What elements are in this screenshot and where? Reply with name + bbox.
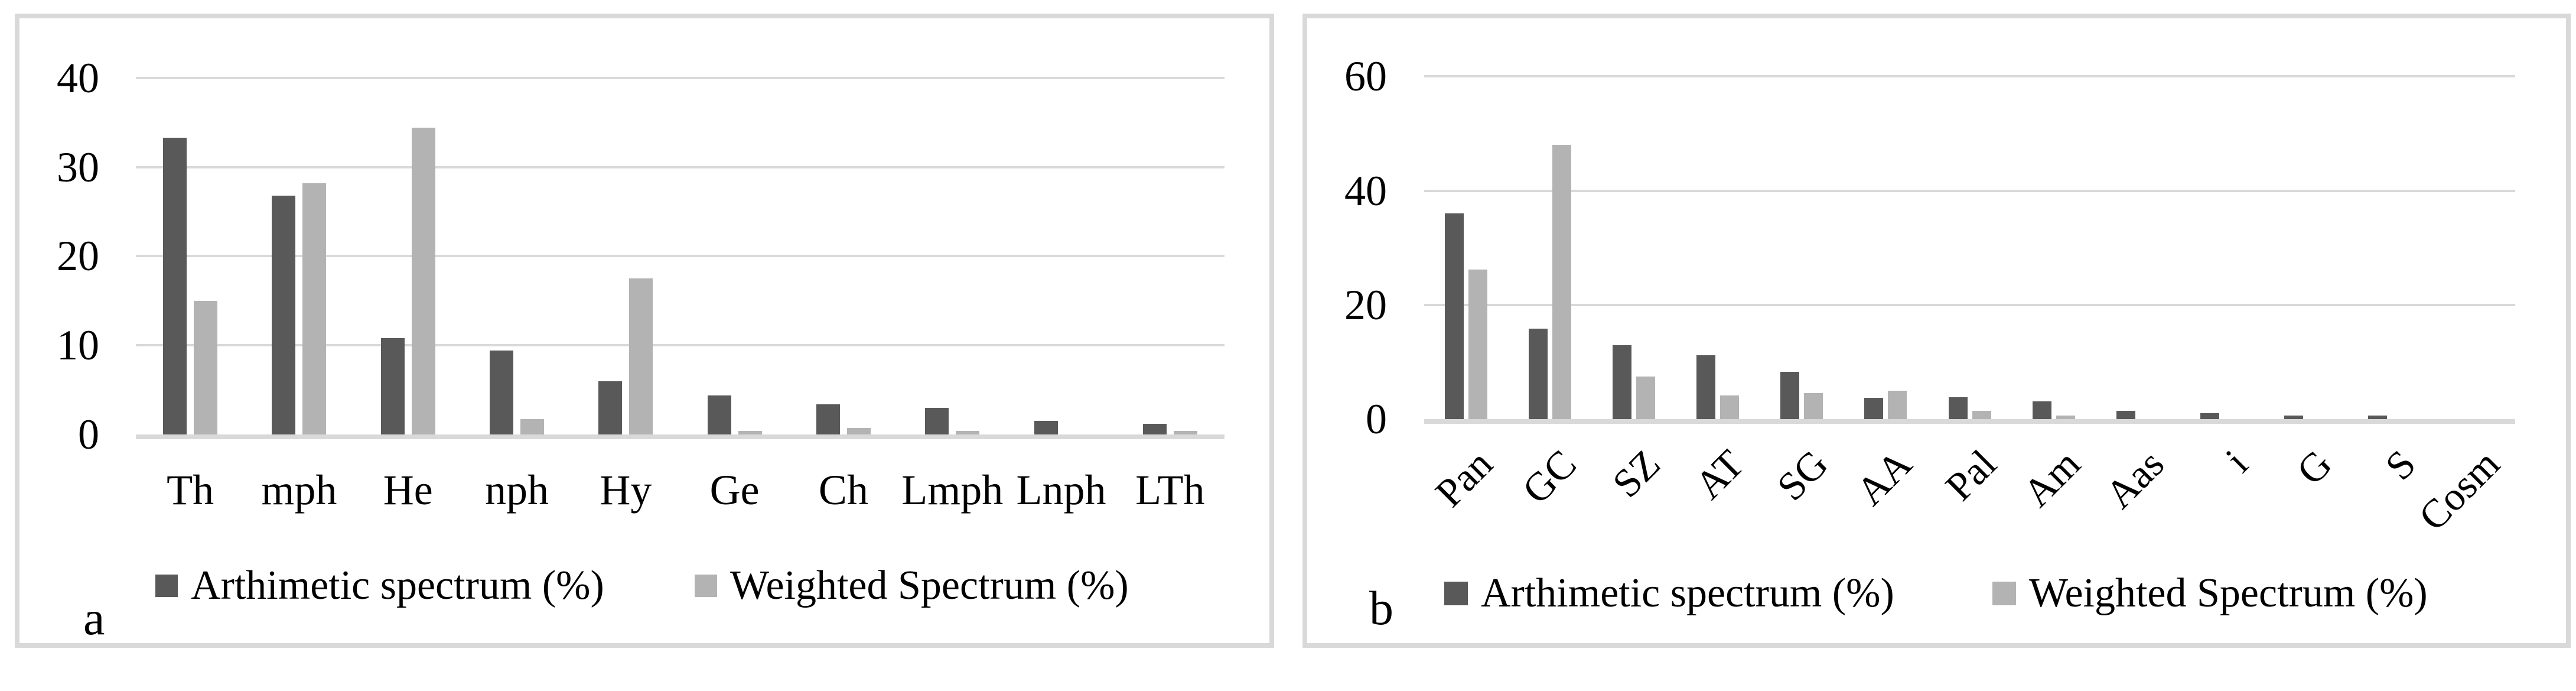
bar-b-AA-series1 <box>1888 390 1907 419</box>
bar-a-LTh-series0 <box>1142 423 1167 434</box>
x-axis-label-Lnph: Lnph <box>1016 466 1106 514</box>
bar-a-He-series0 <box>380 338 405 434</box>
x-axis-label-Lmph: Lmph <box>901 466 1004 514</box>
bar-a-Th-series1 <box>194 300 218 434</box>
legend-label-weighted: Weighted Spectrum (%) <box>730 563 1129 608</box>
bar-a-Ge-series0 <box>707 395 731 434</box>
legend-swatch-arithmetic-icon <box>155 575 178 597</box>
bar-b-G-series0 <box>2284 416 2303 419</box>
gridline <box>1424 303 2515 306</box>
panel-letter-a: a <box>83 591 105 645</box>
legend-label-weighted: Weighted Spectrum (%) <box>2029 570 2428 616</box>
x-axis-label-Ge: Ge <box>709 466 760 514</box>
y-axis-tick-label: 20 <box>1344 281 1387 329</box>
plot-area-a: 0 10 20 30 40 Th mph He nph Hy Ge Ch Lmph Lnph LTh <box>19 18 1269 643</box>
y-axis-tick-label: 60 <box>1344 53 1387 100</box>
gridline <box>1424 189 2515 192</box>
x-axis-line <box>136 434 1225 439</box>
chart-panel-b: 0 20 40 60 Pan GC SZ AT SG AA Pal Am Aas i G S Cosm Arth… <box>1302 14 2571 648</box>
bar-b-Pan-series1 <box>1468 269 1488 419</box>
y-axis-tick-label: 40 <box>57 54 99 102</box>
bar-b-AT-series0 <box>1696 355 1716 419</box>
x-axis-label-Hy: Hy <box>600 466 652 514</box>
bar-b-Aas-series0 <box>2116 411 2135 419</box>
bar-b-Am-series0 <box>2032 401 2051 419</box>
bar-a-Ge-series1 <box>738 430 762 434</box>
bar-a-mph-series0 <box>272 195 296 434</box>
legend-swatch-weighted-icon <box>1992 582 2016 605</box>
x-axis-label-nph: nph <box>485 466 549 514</box>
gridline <box>136 76 1225 79</box>
bar-b-SZ-series1 <box>1636 376 1656 419</box>
y-axis-tick-label: 0 <box>78 411 99 458</box>
gridline <box>136 166 1225 168</box>
bar-a-nph-series0 <box>490 351 514 434</box>
bar-b-GC-series0 <box>1529 329 1548 419</box>
bar-b-AT-series1 <box>1720 395 1740 419</box>
bar-a-Hy-series1 <box>629 278 653 434</box>
bar-b-Am-series1 <box>2056 416 2075 419</box>
bar-b-i-series0 <box>2200 413 2219 419</box>
legend-swatch-arithmetic-icon <box>1444 582 1468 605</box>
bar-b-SG-series1 <box>1804 392 1823 419</box>
panel-letter-b: b <box>1369 581 1393 635</box>
legend-item-weighted-b: Weighted Spectrum (%) <box>1992 571 2428 616</box>
bar-b-Pan-series0 <box>1445 213 1464 419</box>
bar-b-GC-series1 <box>1552 145 1572 419</box>
bar-b-SZ-series0 <box>1613 345 1632 419</box>
bar-b-Pal-series1 <box>1972 411 1991 419</box>
legend-item-arithmetic-a: Arthimetic spectrum (%) <box>155 563 604 608</box>
bar-a-Th-series0 <box>163 137 187 434</box>
bar-a-Ch-series0 <box>816 404 840 434</box>
y-axis-tick-label: 30 <box>57 143 99 191</box>
bar-a-Hy-series0 <box>598 381 623 434</box>
y-axis-tick-label: 0 <box>1366 395 1387 443</box>
bar-a-mph-series1 <box>302 183 327 434</box>
y-axis-tick-label: 40 <box>1344 167 1387 215</box>
legend-item-weighted-a: Weighted Spectrum (%) <box>695 563 1129 608</box>
x-axis-label-mph: mph <box>261 466 337 514</box>
bar-a-nph-series1 <box>520 419 545 434</box>
bar-b-SG-series0 <box>1780 371 1800 419</box>
gridline <box>1424 75 2515 78</box>
x-axis-label-Ch: Ch <box>818 466 868 514</box>
gridline <box>136 344 1225 347</box>
y-axis-tick-label: 10 <box>57 322 99 369</box>
legend-label-arithmetic: Arthimetic spectrum (%) <box>1481 570 1894 616</box>
x-axis-label-Th: Th <box>167 466 214 514</box>
bar-b-AA-series0 <box>1864 398 1884 419</box>
y-axis-tick-label: 20 <box>57 232 99 280</box>
legend-label-arithmetic: Arthimetic spectrum (%) <box>191 563 604 608</box>
bar-a-Ch-series1 <box>846 428 871 434</box>
legend-item-arithmetic-b: Arthimetic spectrum (%) <box>1444 571 1894 616</box>
legend-swatch-weighted-icon <box>695 575 717 597</box>
bar-b-Pal-series0 <box>1948 397 1968 419</box>
bar-a-He-series1 <box>411 128 435 434</box>
bar-a-Lmph-series1 <box>956 430 980 434</box>
plot-area-b: 0 20 40 60 Pan GC SZ AT SG AA Pal Am Aas i G S Cosm <box>1307 18 2566 643</box>
chart-panel-a: 0 10 20 30 40 Th mph He nph Hy Ge Ch Lmph Lnph LTh Art… <box>15 14 1274 648</box>
x-axis-line <box>1424 419 2515 424</box>
x-axis-label-He: He <box>383 466 433 514</box>
x-axis-label-LTh: LTh <box>1135 466 1205 514</box>
gridline <box>136 255 1225 258</box>
bar-b-S-series0 <box>2367 416 2387 419</box>
bar-a-Lmph-series0 <box>925 407 949 434</box>
bar-a-LTh-series1 <box>1173 430 1197 434</box>
bar-a-Lnph-series0 <box>1034 421 1058 434</box>
